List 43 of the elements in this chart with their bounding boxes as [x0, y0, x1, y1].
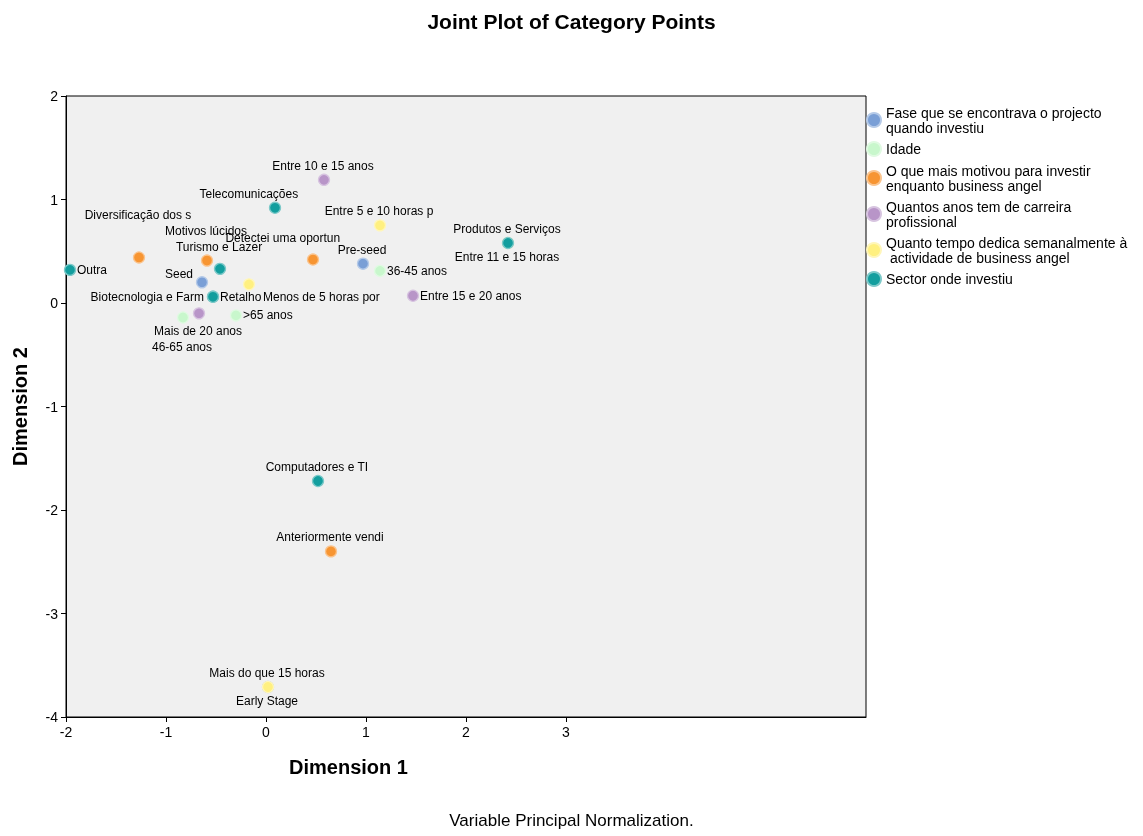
y-tick-label: 2 [50, 88, 59, 104]
data-label: Biotecnologia e Farm [90, 289, 204, 304]
data-label: 46-65 anos [151, 340, 213, 355]
y-tick-label: -1 [45, 398, 59, 415]
data-label: Mais de 20 anos [153, 324, 243, 339]
x-tick-label: 3 [562, 724, 571, 740]
y-axis-title: Dimension 2 [9, 347, 31, 466]
text: Variable Principal Normalization. [449, 811, 694, 830]
y-tick-label: 1 [50, 191, 59, 208]
data-label: Entre 11 e 15 horas [454, 249, 560, 264]
legend-label: Sector onde investiu [886, 271, 1013, 287]
y-tick-label: -2 [45, 502, 59, 518]
data-label: 36-45 anos [387, 263, 448, 278]
x-axis-title: Dimension 1 [289, 756, 408, 778]
y-tick-label: 0 [50, 295, 59, 311]
x-tick-label: 2 [462, 724, 471, 740]
data-label: Produtos e Serviços [453, 221, 561, 236]
legend-label: O que mais motivou para investir enquanto business angel [886, 162, 1095, 194]
data-label: Entre 5 e 10 horas p [324, 204, 434, 219]
data-label: Computadores e TI [265, 460, 369, 475]
x-tick-label: 0 [262, 724, 271, 740]
data-label: Entre 15 e 20 anos [420, 288, 522, 303]
legend-label: Quanto tempo dedica semanalmente à actividade de business angel [886, 234, 1128, 266]
chart-title: Joint Plot of Category Points [427, 10, 716, 33]
data-label: Outra [77, 262, 108, 277]
legend-label: Fase que se encontrava o projecto quando investiu [886, 104, 1106, 136]
x-tick-label: -1 [159, 724, 173, 740]
data-label: Seed [164, 267, 194, 282]
x-tick-label: 1 [362, 724, 371, 740]
data-label: Anteriormente vendi [276, 530, 384, 545]
data-label: >65 anos [243, 308, 293, 323]
y-tick-label: -3 [45, 605, 59, 622]
data-label: Entre 10 e 15 anos [272, 158, 374, 173]
data-label: Pre-seed [337, 242, 387, 257]
data-label: Retalho [220, 289, 262, 304]
data-label: Telecomunicações [199, 186, 299, 201]
data-label: Menos de 5 horas por [263, 290, 380, 305]
data-label: Early Stage [235, 693, 299, 708]
data-label: Diversificação dos s [84, 208, 192, 223]
legend-label: Idade [886, 141, 922, 157]
data-label: Mais do que 15 horas [209, 665, 325, 680]
y-tick-label: -4 [45, 709, 59, 725]
legend-label: Quantos anos tem de carreira profissional [886, 198, 1076, 230]
